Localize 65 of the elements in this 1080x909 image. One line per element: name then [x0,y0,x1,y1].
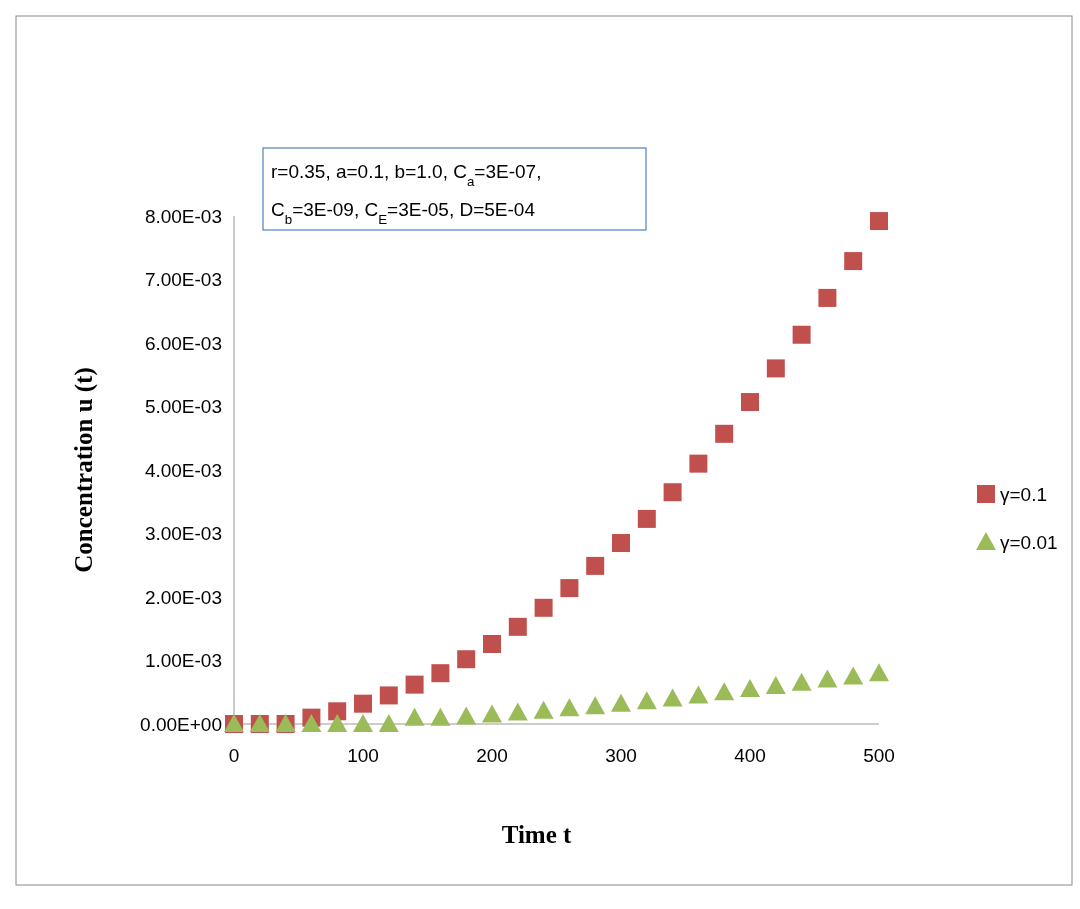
point [559,698,580,717]
x-tick-label: 500 [863,745,895,766]
y-tick-label: 3.00E-03 [144,523,222,545]
point [482,704,502,723]
point [817,669,838,688]
point [714,682,735,701]
point [585,696,606,715]
x-tick-label: 300 [605,745,637,766]
point [483,634,501,653]
point [560,579,579,598]
y-tick-label: 7.00E-03 [144,269,222,291]
legend-label: γ=0.1 [1000,483,1048,505]
point [301,714,322,732]
point [818,288,837,307]
x-tick-label: 0 [228,745,240,766]
point [354,694,372,713]
point [508,617,527,636]
y-tick-label: 5.00E-03 [144,396,222,418]
y-tick-label: 6.00E-03 [144,332,222,354]
point [405,675,424,694]
point [379,686,398,705]
y-tick-label: 0.00E+00 [140,713,222,735]
point [766,359,785,378]
point [431,664,450,683]
point [740,679,760,698]
point [791,672,812,691]
point [741,393,759,412]
point [456,706,477,725]
legend-label: γ=0.01 [1000,531,1058,553]
point [430,707,451,726]
point [662,688,683,707]
point [534,598,553,617]
point [586,556,605,575]
point [870,212,888,231]
point [844,252,863,271]
y-tick-label: 4.00E-03 [144,459,222,481]
y-tick-label: 1.00E-03 [144,650,222,672]
point [869,663,889,682]
x-axis-title: Time t [501,821,572,848]
point [765,675,786,694]
point [327,714,348,732]
point [378,714,399,732]
point [457,650,476,669]
y-axis-title: Concentration u (t) [70,367,98,573]
point [843,666,864,685]
point [611,693,631,712]
point [688,685,709,704]
point [404,707,425,726]
x-tick-label: 100 [347,745,379,766]
point [636,691,657,710]
y-tick-label: 8.00E-03 [144,205,222,227]
point [637,509,656,528]
point [612,534,630,553]
point [792,325,811,344]
x-tick-label: 200 [476,745,508,766]
point [353,714,373,732]
text-box: r=0.35, a=0.1, b=1.0, C$_{a}$=3E-07, C$_{b}$=3E-09, C$_{E}$=3E-05, D=5E-04 [262,147,647,231]
point [328,702,347,721]
x-tick-label: 400 [734,745,766,766]
point [715,424,734,443]
y-tick-label: 2.00E-03 [144,586,222,608]
point [689,454,708,473]
point [507,702,528,721]
point [533,700,554,719]
point [663,483,682,502]
